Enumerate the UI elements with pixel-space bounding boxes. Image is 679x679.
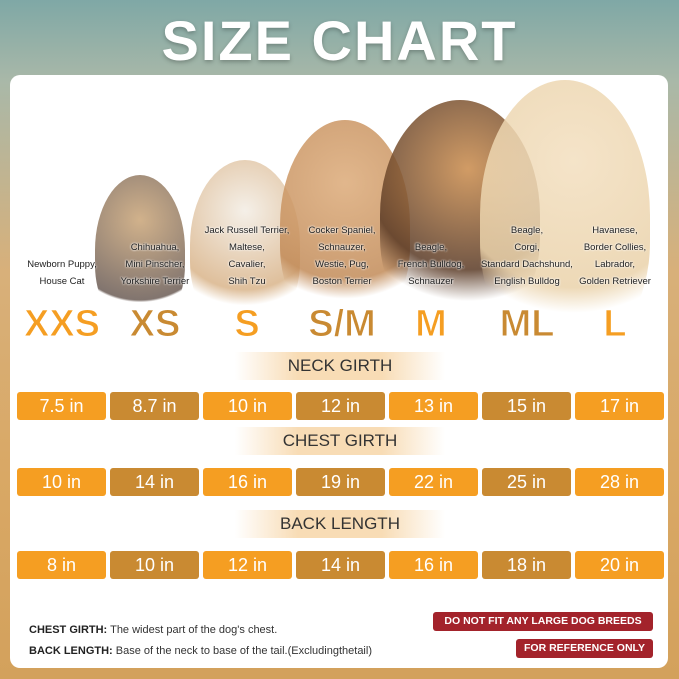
measurement-cell: 20 in	[575, 551, 664, 579]
measurement-cell: 17 in	[575, 392, 664, 420]
labrador-image	[480, 80, 650, 350]
breed-line: Beagle,	[414, 242, 448, 253]
size-label: S	[234, 303, 260, 346]
breed-line: Maltese,	[229, 242, 265, 253]
measurement-cell: 16 in	[203, 468, 292, 496]
measurement-cell: 12 in	[203, 551, 292, 579]
size-label: ML	[499, 303, 555, 346]
breed-line: Schnauzer	[408, 276, 454, 287]
note-text: Base of the neck to base of the tail.(Ex…	[115, 645, 372, 657]
breed-line: Corgi,	[514, 242, 540, 253]
note-text: The widest part of the dog's chest.	[110, 624, 278, 636]
measurement-cell: 15 in	[482, 392, 571, 420]
measurement-cell: 14 in	[110, 468, 199, 496]
size-label: XXS	[23, 303, 101, 346]
measurement-cell: 22 in	[389, 468, 478, 496]
measurement-cell: 8 in	[17, 551, 106, 579]
breed-line: Border Collies,	[583, 242, 647, 253]
breed-list-m: Beagle, French Bulldog, Schnauzer	[376, 75, 486, 290]
breed-line: Beagle,	[510, 225, 544, 236]
breed-line: Chihuahua,	[130, 242, 180, 253]
breed-list-s: Jack Russell Terrier, Maltese, Cavalier, Sh…	[192, 75, 302, 290]
note-term: CHEST GIRTH:	[29, 624, 108, 636]
breed-line: Mini Pinscher,	[125, 259, 185, 270]
measurement-cell: 14 in	[296, 551, 385, 579]
measurement-cell: 16 in	[389, 551, 478, 579]
measurement-cell: 18 in	[482, 551, 571, 579]
note-chest-girth: CHEST GIRTH: The widest part of the dog'…	[29, 624, 277, 636]
breed-line: French Bulldog,	[397, 259, 465, 270]
breed-line: Standard Dachshund,	[481, 259, 573, 270]
measurement-cell: 19 in	[296, 468, 385, 496]
size-label: M	[415, 303, 448, 346]
breed-list-l: Havanese, Border Collies, Labrador, Golden …	[560, 75, 668, 290]
measurement-cell: 28 in	[575, 468, 664, 496]
breed-line: Boston Terrier	[312, 276, 372, 287]
measurement-cell: 13 in	[389, 392, 478, 420]
measurement-header: CHEST GIRTH	[235, 427, 445, 455]
size-label: S/M	[308, 303, 377, 346]
measurement-header: BACK LENGTH	[235, 510, 445, 538]
measurement-cell: 10 in	[203, 392, 292, 420]
measurement-cell: 7.5 in	[17, 392, 106, 420]
breed-line: Westie, Pug,	[315, 259, 369, 270]
breed-line: Golden Retriever	[579, 276, 651, 287]
measurement-cell: 8.7 in	[110, 392, 199, 420]
page-title: SIZE CHART	[161, 9, 518, 72]
breed-line: Jack Russell Terrier,	[204, 225, 290, 236]
note-term: BACK LENGTH:	[29, 645, 113, 657]
measurement-cell: 10 in	[17, 468, 106, 496]
measurement-row: 8 in 10 in 12 in 14 in 16 in 18 in 20 in	[17, 551, 664, 579]
breed-line: Schnauzer,	[318, 242, 366, 253]
yorkshire-dog-image	[95, 175, 185, 325]
breed-line: Cocker Spaniel,	[308, 225, 376, 236]
size-label: XS	[129, 303, 181, 346]
measurement-cell: 25 in	[482, 468, 571, 496]
breed-list-xxs: Newborn Puppy, House Cat	[10, 75, 117, 290]
breed-line: Newborn Puppy,	[27, 259, 97, 270]
measurement-cell: 12 in	[296, 392, 385, 420]
breed-line: Yorkshire Terrier	[120, 276, 190, 287]
size-label: L	[603, 303, 627, 346]
breed-line: English Bulldog	[494, 276, 560, 287]
note-back-length: BACK LENGTH: Base of the neck to base of…	[29, 645, 372, 657]
badge-reference-only: FOR REFERENCE ONLY	[516, 639, 653, 658]
breed-line: Havanese,	[592, 225, 638, 236]
breed-list-s-m: Cocker Spaniel, Schnauzer, Westie, Pug, Bos…	[287, 75, 397, 290]
measurement-row: 7.5 in 8.7 in 10 in 12 in 13 in 15 in 17 in	[17, 392, 664, 420]
measurement-cell: 10 in	[110, 551, 199, 579]
breed-list-xs: Chihuahua, Mini Pinscher, Yorkshire Terrie…	[100, 75, 210, 290]
measurement-header: NECK GIRTH	[235, 352, 445, 380]
size-chart-card: Newborn Puppy, House Cat Chihuahua, Mini Pi…	[10, 75, 668, 668]
badge-no-large-breeds: DO NOT FIT ANY LARGE DOG BREEDS	[433, 612, 653, 631]
dogs-photo	[10, 75, 668, 375]
measurement-row: 10 in 14 in 16 in 19 in 22 in 25 in 28 in	[17, 468, 664, 496]
breed-line: Shih Tzu	[228, 276, 266, 287]
breed-line: Labrador,	[594, 259, 636, 270]
breed-line: Cavalier,	[228, 259, 266, 270]
breed-list-ml: Beagle, Corgi, Standard Dachshund, English …	[472, 75, 582, 290]
breed-line: House Cat	[39, 276, 85, 287]
